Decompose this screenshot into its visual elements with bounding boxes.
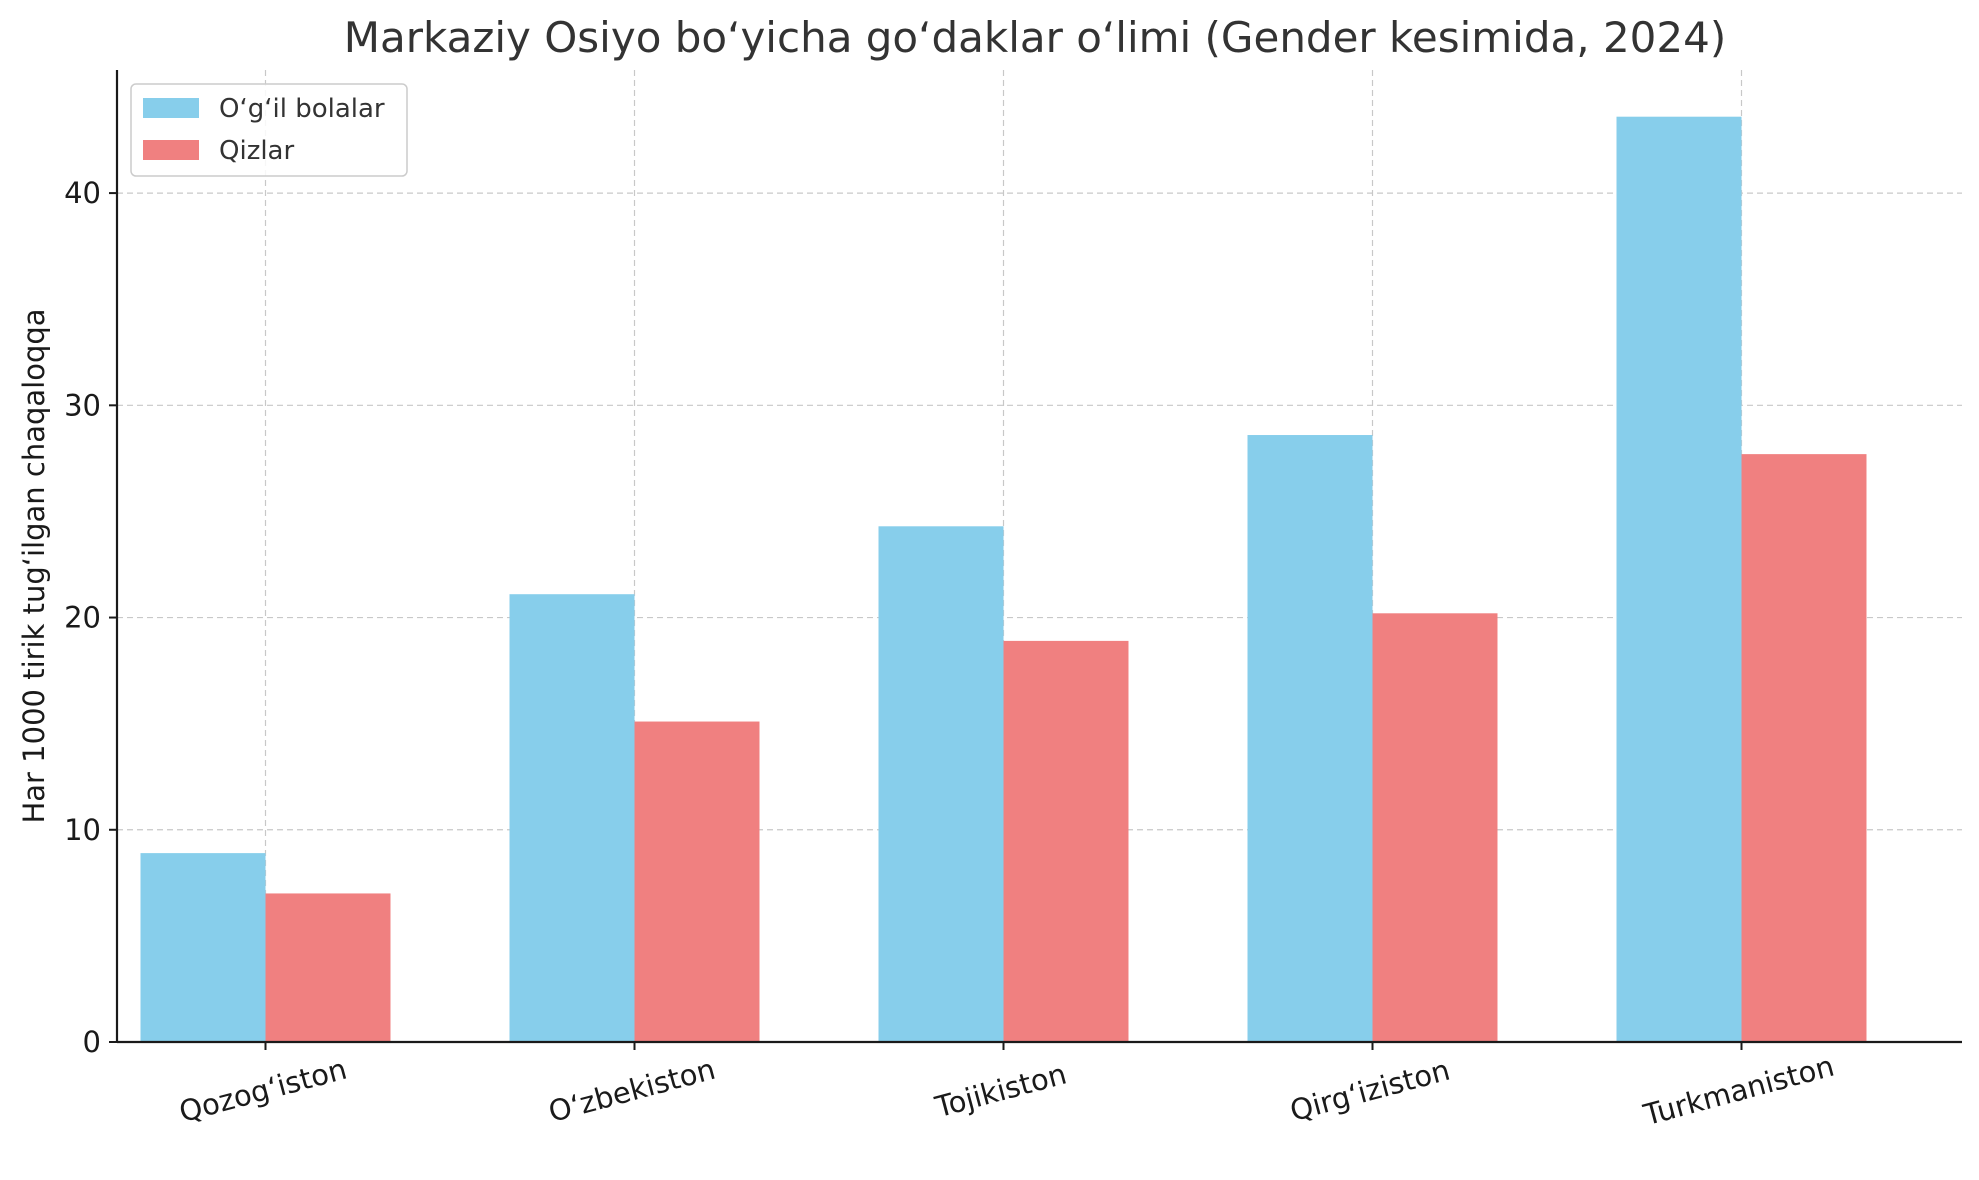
legend: O‘g‘il bolalar Qizlar <box>130 83 408 177</box>
bar-boys-3 <box>1247 435 1373 1042</box>
bar-girls-1 <box>634 721 760 1042</box>
y-axis-ticks: 0 10 20 30 40 <box>64 176 117 1059</box>
x-axis-ticks: Qozog‘iston O‘zbekiston Tojikiston Qirg‘izi… <box>176 1042 1838 1132</box>
y-tick-label: 20 <box>64 601 101 635</box>
legend-swatch-boys <box>143 98 199 118</box>
y-tick-label: 0 <box>83 1025 101 1059</box>
y-tick-label: 40 <box>64 176 101 210</box>
bar-girls-3 <box>1372 613 1498 1042</box>
x-tick-label: O‘zbekiston <box>545 1052 719 1129</box>
y-tick-label: 30 <box>64 388 101 422</box>
x-tick-label: Turkmaniston <box>1639 1049 1838 1133</box>
x-tick-label: Qirg‘iziston <box>1286 1053 1453 1128</box>
bar-boys-4 <box>1616 116 1742 1043</box>
y-tick-label: 10 <box>64 813 101 847</box>
bar-girls-2 <box>1003 640 1129 1042</box>
bars <box>140 116 1867 1043</box>
legend-label-boys: O‘g‘il bolalar <box>219 94 385 124</box>
bar-boys-1 <box>509 594 635 1042</box>
legend-frame <box>130 83 408 177</box>
x-tick-label: Qozog‘iston <box>176 1052 351 1129</box>
x-tick-label: Tojikiston <box>931 1057 1070 1125</box>
bar-girls-4 <box>1741 454 1867 1043</box>
legend-label-girls: Qizlar <box>219 136 294 166</box>
y-axis-label: Har 1000 tirik tug‘ilgan chaqaloqqa <box>17 308 51 823</box>
chart-title: Markaziy Osiyo bo‘yicha go‘daklar o‘limi… <box>344 13 1726 62</box>
bar-boys-2 <box>878 526 1004 1042</box>
legend-swatch-girls <box>143 140 199 160</box>
bar-girls-0 <box>265 893 391 1042</box>
bar-boys-0 <box>140 853 266 1042</box>
